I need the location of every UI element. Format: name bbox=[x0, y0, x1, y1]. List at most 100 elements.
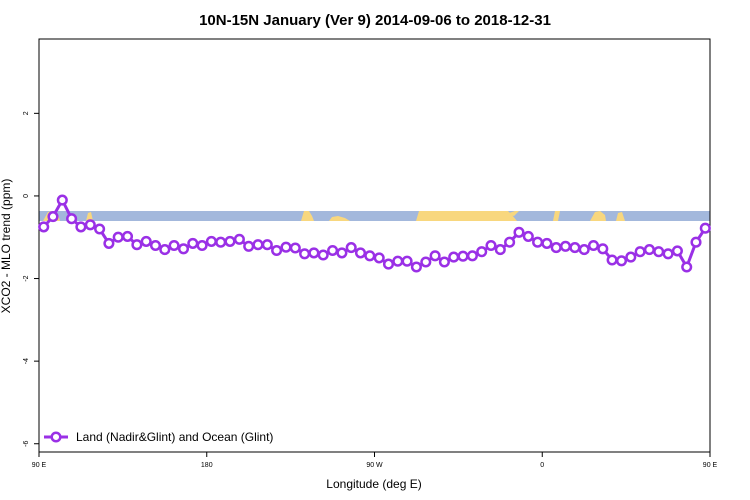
data-point bbox=[66, 213, 78, 225]
data-point bbox=[121, 230, 134, 242]
data-point bbox=[149, 239, 162, 252]
x-tick-label: 90 E bbox=[703, 462, 718, 469]
data-point bbox=[84, 219, 96, 231]
data-point bbox=[327, 244, 339, 257]
data-point bbox=[233, 233, 245, 245]
data-point bbox=[625, 251, 637, 263]
data-point bbox=[522, 230, 534, 242]
data-point bbox=[224, 235, 236, 247]
land-shape bbox=[329, 216, 350, 221]
data-point bbox=[94, 223, 106, 235]
data-point bbox=[196, 239, 208, 252]
data-point bbox=[131, 239, 143, 251]
data-point bbox=[681, 261, 693, 273]
data-point bbox=[308, 247, 320, 259]
x-tick-label: 90 W bbox=[366, 462, 383, 469]
data-point bbox=[429, 250, 441, 262]
x-axis: 90 E 180 90 W 0 90 E bbox=[32, 452, 718, 469]
chart-title: 10N-15N January (Ver 9) 2014-09-06 to 20… bbox=[199, 12, 551, 29]
data-point bbox=[550, 242, 562, 254]
data-point bbox=[187, 237, 199, 249]
x-axis-label: Longitude (deg E) bbox=[326, 477, 421, 491]
data-point bbox=[671, 245, 683, 257]
x-tick-label: 180 bbox=[201, 462, 213, 469]
legend-entry-label: Land (Nadir&Glint) and Ocean (Glint) bbox=[76, 430, 273, 444]
data-point bbox=[317, 249, 329, 261]
land-shape bbox=[86, 212, 93, 221]
data-point bbox=[112, 231, 124, 243]
data-point bbox=[541, 237, 553, 249]
data-point bbox=[587, 239, 600, 252]
data-point bbox=[438, 256, 450, 268]
data-point bbox=[103, 237, 115, 249]
data-point bbox=[485, 239, 497, 252]
x-tick-label: 90 E bbox=[32, 462, 47, 469]
data-point bbox=[662, 248, 674, 260]
data-point bbox=[140, 235, 152, 247]
ocean-band bbox=[39, 211, 710, 221]
series-points bbox=[38, 194, 711, 273]
y-tick-label: -6 bbox=[23, 441, 30, 447]
y-tick-label: -2 bbox=[23, 275, 30, 281]
data-point bbox=[410, 261, 422, 273]
data-point bbox=[476, 246, 488, 258]
data-point bbox=[606, 254, 618, 266]
data-point bbox=[289, 242, 301, 254]
data-point bbox=[364, 250, 376, 262]
data-point bbox=[336, 247, 348, 259]
data-point bbox=[168, 239, 180, 252]
y-tick-label: 0 bbox=[23, 194, 30, 198]
y-axis: 2 0 -2 -4 -6 bbox=[23, 111, 39, 447]
data-point bbox=[261, 239, 273, 251]
series-layer bbox=[38, 194, 711, 273]
data-point bbox=[653, 246, 665, 258]
land-shape bbox=[301, 211, 314, 221]
data-point bbox=[159, 244, 171, 256]
data-point bbox=[345, 242, 357, 254]
data-point bbox=[690, 236, 702, 248]
legend-marker bbox=[50, 431, 62, 443]
y-axis-label: XCO2 - MLO trend (ppm) bbox=[0, 179, 13, 314]
data-point bbox=[597, 243, 609, 255]
data-point bbox=[615, 255, 628, 267]
data-point bbox=[466, 250, 478, 262]
data-point bbox=[280, 241, 292, 253]
data-point bbox=[532, 236, 544, 248]
data-point bbox=[382, 258, 395, 270]
data-point bbox=[457, 250, 469, 262]
legend: Land (Nadir&Glint) and Ocean (Glint) bbox=[44, 430, 273, 444]
data-point bbox=[504, 236, 516, 248]
data-point bbox=[569, 242, 581, 254]
data-point bbox=[243, 240, 255, 252]
data-point bbox=[271, 244, 283, 257]
data-point bbox=[47, 211, 59, 223]
data-point bbox=[448, 251, 460, 263]
data-point bbox=[578, 244, 590, 256]
land-shape bbox=[590, 211, 606, 221]
data-point bbox=[215, 236, 227, 248]
land-ocean-strip bbox=[39, 211, 710, 221]
data-point bbox=[299, 248, 311, 260]
data-point bbox=[559, 240, 572, 252]
data-point bbox=[392, 255, 404, 267]
data-point bbox=[494, 244, 506, 256]
data-point bbox=[75, 221, 87, 233]
land-shape bbox=[553, 211, 560, 221]
data-point bbox=[205, 235, 217, 247]
land-shape bbox=[616, 212, 625, 221]
land-shape bbox=[506, 211, 519, 216]
data-point bbox=[401, 255, 413, 267]
data-point bbox=[699, 222, 711, 234]
data-point bbox=[634, 246, 646, 258]
data-point bbox=[252, 239, 264, 251]
x-tick-label: 0 bbox=[540, 462, 544, 469]
y-tick-label: -4 bbox=[23, 358, 30, 364]
land-shape bbox=[416, 211, 517, 221]
data-point bbox=[513, 226, 525, 238]
data-point bbox=[38, 221, 50, 233]
data-point bbox=[373, 252, 385, 264]
data-point bbox=[56, 194, 68, 206]
data-point bbox=[177, 243, 190, 255]
data-point bbox=[643, 244, 655, 256]
